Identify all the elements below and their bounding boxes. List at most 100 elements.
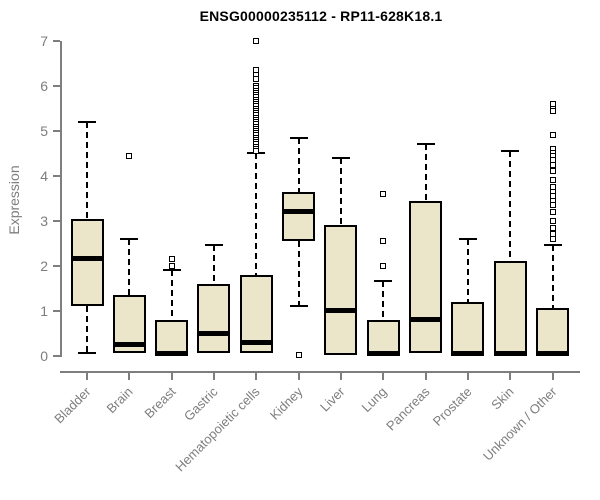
outlier-point xyxy=(168,255,175,262)
x-tick xyxy=(128,373,131,380)
upper-whisker xyxy=(339,157,342,226)
upper-whisker-cap xyxy=(78,121,96,124)
outlier-point xyxy=(549,217,556,224)
box-lung xyxy=(366,320,400,355)
median-line xyxy=(112,341,146,347)
x-tick xyxy=(170,373,173,380)
outlier-point xyxy=(549,177,556,184)
outlier-point xyxy=(380,238,387,244)
box-gastric xyxy=(197,283,231,354)
median-line xyxy=(493,350,527,356)
upper-whisker xyxy=(466,238,469,302)
upper-whisker xyxy=(128,238,131,295)
median-line xyxy=(239,339,273,345)
x-tick xyxy=(466,373,469,380)
y-axis-line xyxy=(60,41,62,358)
y-tick xyxy=(53,264,60,267)
y-tick-label: 3 xyxy=(40,212,48,229)
upper-whisker xyxy=(424,144,427,201)
upper-whisker-cap xyxy=(458,237,477,240)
median-line xyxy=(70,256,104,262)
outlier-point xyxy=(549,208,556,215)
median-line xyxy=(155,350,189,356)
outlier-point xyxy=(253,148,260,155)
outlier-point xyxy=(549,132,556,139)
upper-whisker xyxy=(509,151,512,262)
y-tick xyxy=(53,219,60,222)
y-tick xyxy=(53,85,60,88)
median-line xyxy=(536,350,570,356)
upper-whisker-cap xyxy=(416,143,435,146)
median-line xyxy=(366,350,400,356)
box-breast xyxy=(155,320,189,355)
x-tick xyxy=(339,373,342,380)
y-tick-label: 1 xyxy=(40,302,48,319)
box-pancreas xyxy=(409,200,443,354)
upper-whisker-cap xyxy=(162,269,181,272)
outlier-point xyxy=(549,202,556,209)
x-tick xyxy=(297,373,300,380)
y-tick-label: 6 xyxy=(40,78,48,95)
y-tick-label: 2 xyxy=(40,257,48,274)
y-tick xyxy=(53,309,60,312)
upper-whisker xyxy=(170,270,173,321)
lower-whisker-cap xyxy=(78,352,96,355)
x-tick xyxy=(509,373,512,380)
x-tick xyxy=(424,373,427,380)
x-tick xyxy=(382,373,385,380)
outlier-point xyxy=(549,161,556,168)
x-tick xyxy=(212,373,215,380)
outlier-point xyxy=(549,224,556,231)
lower-whisker xyxy=(86,306,88,354)
box-kidney xyxy=(282,191,316,241)
median-line xyxy=(282,209,316,215)
y-tick xyxy=(53,174,60,177)
upper-whisker xyxy=(382,281,385,321)
upper-whisker xyxy=(297,137,300,192)
chart-title: ENSG00000235112 - RP11-628K18.1 xyxy=(199,8,443,24)
y-tick xyxy=(53,354,60,357)
x-tick xyxy=(86,373,88,380)
y-tick-label: 5 xyxy=(40,123,48,139)
median-line xyxy=(409,317,443,323)
x-tick xyxy=(255,373,258,380)
upper-whisker-cap xyxy=(331,156,350,159)
upper-whisker-cap xyxy=(501,150,520,153)
outlier-point xyxy=(295,351,302,358)
upper-whisker-cap xyxy=(374,280,393,283)
outlier-point xyxy=(168,262,175,269)
lower-whisker-cap xyxy=(289,305,308,308)
box-skin xyxy=(493,261,527,355)
y-tick xyxy=(53,40,60,43)
upper-whisker-cap xyxy=(543,244,562,247)
upper-whisker xyxy=(255,153,258,275)
median-line xyxy=(197,330,231,336)
box-liver xyxy=(324,225,358,355)
median-line xyxy=(451,350,485,356)
box-bladder xyxy=(70,218,104,307)
box-unknown-other xyxy=(536,308,570,355)
upper-whisker-cap xyxy=(289,136,308,139)
outlier-point xyxy=(253,38,260,45)
upper-whisker-cap xyxy=(120,237,139,240)
median-line xyxy=(324,308,358,314)
outlier-point xyxy=(126,152,133,159)
outlier-point xyxy=(380,190,387,197)
outlier-point xyxy=(549,107,556,114)
upper-whisker-cap xyxy=(204,244,223,247)
upper-whisker xyxy=(551,245,554,309)
upper-whisker xyxy=(212,245,215,284)
x-tick xyxy=(551,373,554,380)
box-prostate xyxy=(451,301,485,355)
upper-whisker xyxy=(86,122,88,219)
outlier-point xyxy=(380,262,387,269)
lower-whisker xyxy=(297,241,300,307)
y-tick-label: 4 xyxy=(40,167,48,184)
outlier-point xyxy=(549,235,556,242)
y-tick-label: 0 xyxy=(40,347,48,364)
y-tick xyxy=(53,130,60,132)
x-axis-line xyxy=(60,371,580,373)
outlier-point xyxy=(253,76,260,83)
